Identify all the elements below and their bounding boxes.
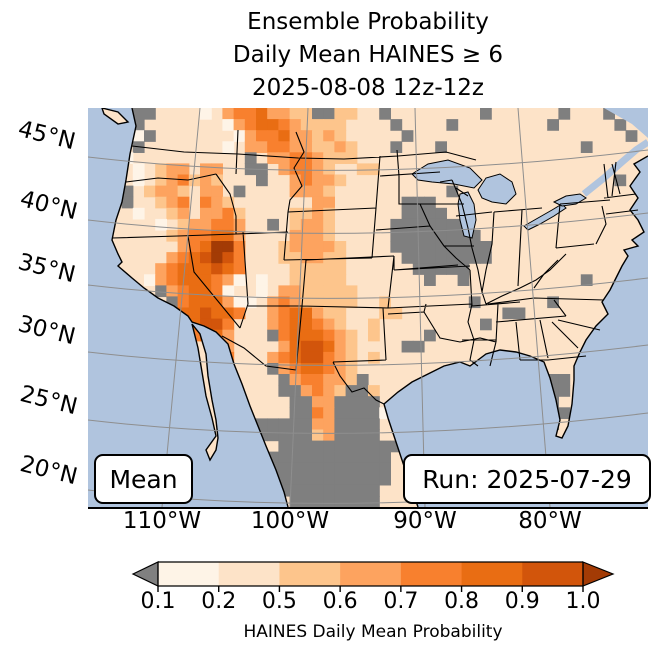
colorbar-tick-0.5: 0.5 [261, 589, 297, 614]
colorbar-ticks [157, 586, 584, 592]
colorbar-segments [158, 562, 584, 586]
colorbar-tick-1.0: 1.0 [565, 589, 601, 614]
lake-erie [523, 203, 567, 231]
colorbar-under-arrow [131, 561, 159, 587]
lat-label-45N: 45°N [15, 116, 78, 156]
colorbar-tick-0.7: 0.7 [383, 589, 419, 614]
lat-label-20N: 20°N [17, 451, 80, 491]
state-borders [111, 129, 639, 405]
bottom-axis-spine [88, 507, 648, 509]
lat-label-35N: 35°N [15, 249, 78, 289]
colorbar-label: HAINES Daily Mean Probability [243, 622, 503, 642]
lat-label-40N: 40°N [17, 186, 80, 226]
title-line-3: 2025-08-08 12z-12z [252, 75, 484, 101]
colorbar [131, 561, 615, 592]
mean-badge: Mean [94, 454, 193, 504]
map-canvas [88, 108, 648, 507]
map-svg [88, 108, 648, 507]
title-line-2: Daily Mean HAINES ≥ 6 [232, 42, 504, 68]
lake-ontario [552, 193, 587, 207]
st-lawrence-river [581, 139, 648, 197]
figure-title: Ensemble Probability Daily Mean HAINES ≥… [56, 6, 671, 105]
lake-huron [477, 173, 517, 205]
colorbar-tick-0.1: 0.1 [140, 589, 176, 614]
lon-label-80W: 80°W [518, 508, 582, 534]
colorbar-frame [157, 561, 584, 587]
lon-label-100W: 100°W [250, 508, 330, 534]
lon-label-90W: 90°W [393, 508, 457, 534]
colorbar-tick-0.8: 0.8 [444, 589, 480, 614]
colorbar-tick-0.6: 0.6 [322, 589, 358, 614]
run-date-text: Run: 2025-07-29 [422, 464, 632, 494]
run-date-badge: Run: 2025-07-29 [403, 454, 651, 504]
lon-label-110W: 110°W [122, 508, 202, 534]
mean-badge-text: Mean [109, 464, 178, 494]
colorbar-tick-0.9: 0.9 [504, 589, 540, 614]
title-line-1: Ensemble Probability [247, 9, 489, 35]
graticule [88, 108, 648, 507]
colorbar-tick-0.2: 0.2 [201, 589, 237, 614]
lat-label-25N: 25°N [17, 381, 80, 421]
colorbar-over-arrow [582, 561, 615, 587]
lat-label-30N: 30°N [15, 311, 78, 351]
gulf-of-st-lawrence [604, 108, 648, 138]
